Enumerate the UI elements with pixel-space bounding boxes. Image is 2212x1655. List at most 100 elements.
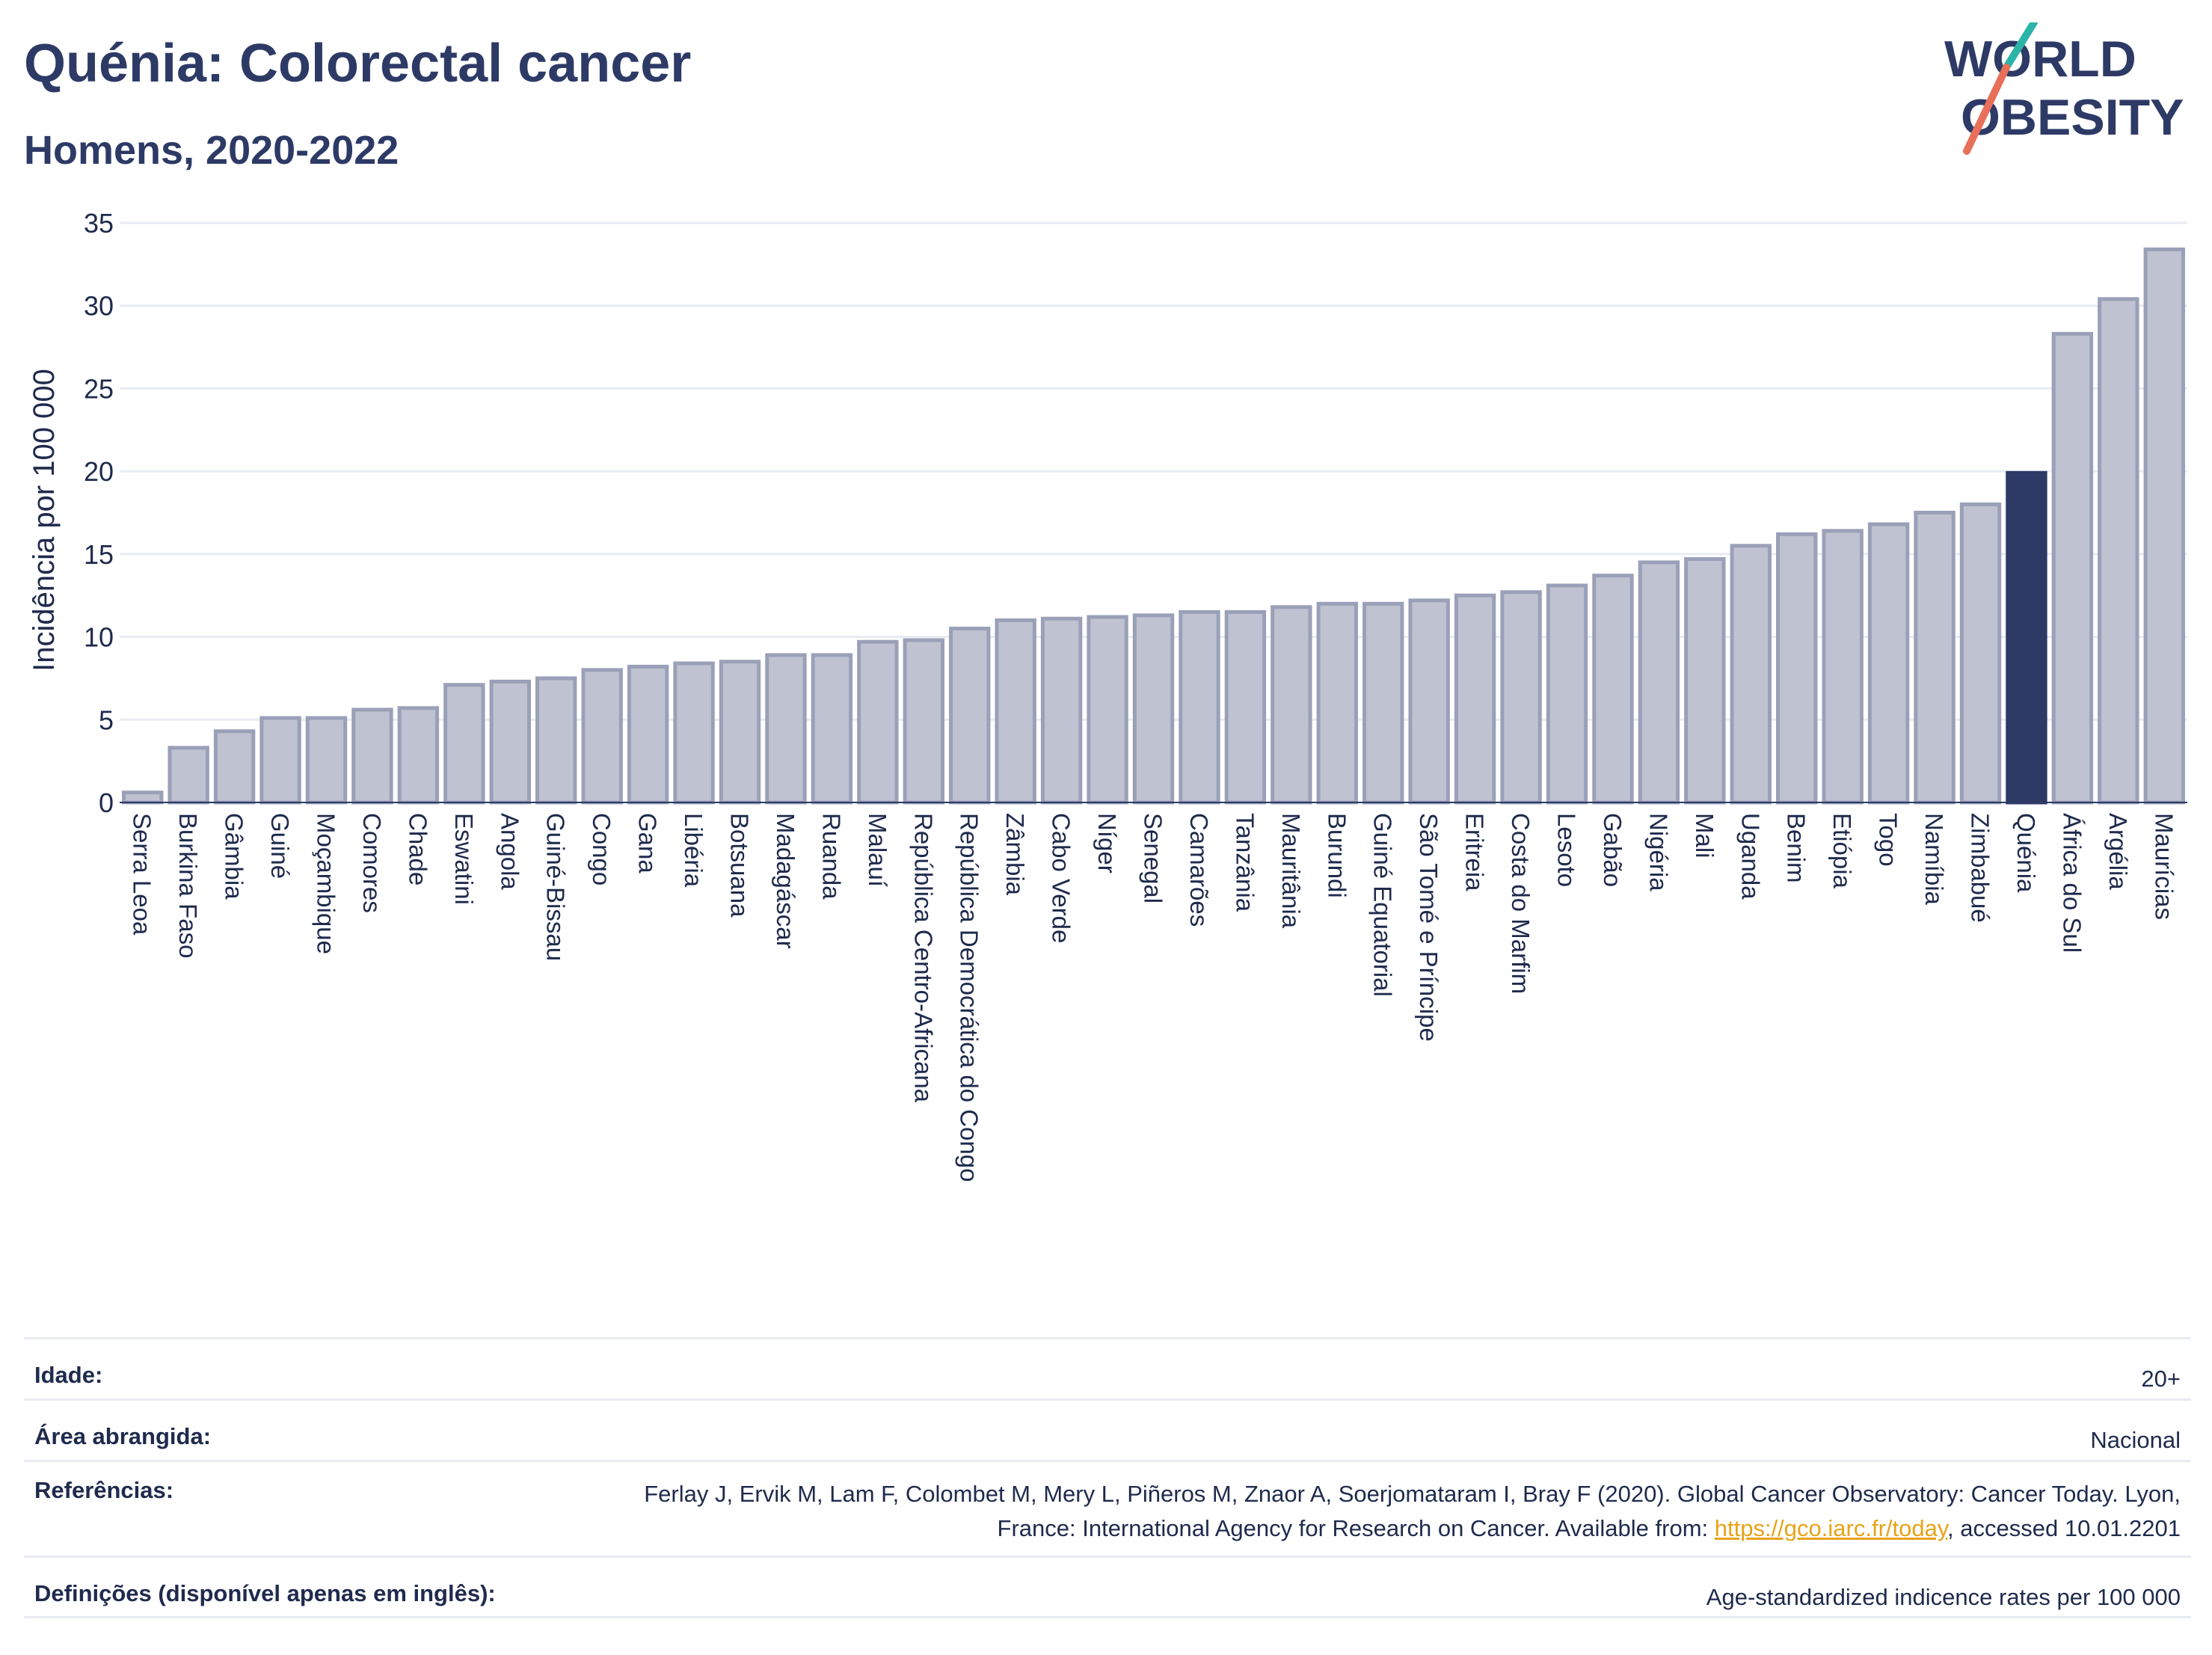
- bar: [2143, 247, 2185, 805]
- bar: [259, 716, 301, 805]
- meta-age-value: 20+: [2141, 1366, 2181, 1392]
- bar: [2006, 470, 2047, 805]
- bar-chart: 0 5 10 15 20 25 30 35 Serra Leoa Burkina Faso Gâm…: [28, 208, 2187, 1182]
- meta-ref-value: Ferlay J, Ervik M, Lam F, Colombet M, Me…: [595, 1477, 2181, 1556]
- y-tick-label: 15: [84, 539, 114, 570]
- bar: [489, 679, 531, 805]
- bar: [2051, 331, 2094, 805]
- bar: [719, 660, 761, 805]
- bar: [122, 790, 164, 805]
- x-tick-label: Gabão: [1599, 813, 1626, 887]
- meta-ref-accessed: , accessed 10.01.2201: [1947, 1515, 2181, 1541]
- bars: [122, 247, 2185, 805]
- x-tick-label: Eswatini: [450, 813, 478, 905]
- x-tick-label: Quénia: [2012, 813, 2040, 893]
- x-tick-label: Gana: [634, 813, 662, 873]
- x-tick-label: Serra Leoa: [129, 813, 156, 936]
- x-tick-label: Nigéria: [1644, 813, 1672, 891]
- x-tick-label: Senegal: [1140, 813, 1167, 903]
- x-tick-label: Benim: [1783, 813, 1810, 883]
- bar: [1179, 610, 1220, 805]
- y-tick-label: 35: [84, 208, 114, 239]
- x-tick-label: Burundi: [1323, 813, 1351, 898]
- y-tick-label: 25: [84, 373, 114, 404]
- x-tick-label: Mali: [1691, 813, 1718, 859]
- bar: [627, 664, 669, 805]
- bar: [1730, 544, 1772, 805]
- bar: [995, 618, 1036, 805]
- x-tick-label: Togo: [1875, 813, 1902, 867]
- bar: [1087, 615, 1128, 805]
- x-tick-label: Mauritânia: [1277, 813, 1305, 929]
- x-tick-label: Guiné-Bissau: [542, 813, 570, 961]
- y-tick-label: 20: [84, 456, 114, 487]
- bar: [1408, 598, 1450, 805]
- meta-def-label: Definições (disponível apenas em inglês)…: [34, 1580, 496, 1606]
- reference-link[interactable]: https://gco.iarc.fr/today: [1714, 1515, 1948, 1541]
- y-tick-label: 0: [99, 787, 114, 818]
- meta-ref-label: Referências:: [34, 1477, 174, 1503]
- x-tick-label: Comores: [358, 813, 386, 913]
- meta-area-value: Nacional: [2090, 1427, 2181, 1453]
- y-tick-label: 10: [84, 622, 114, 653]
- bar: [765, 653, 807, 805]
- x-tick-label: Namíbia: [1920, 813, 1948, 906]
- x-tick-label: Etiópia: [1828, 813, 1856, 889]
- x-tick-label: Zimbabué: [1967, 813, 1994, 923]
- bar: [1132, 613, 1175, 805]
- bar: [811, 653, 853, 805]
- bar: [535, 676, 577, 805]
- x-tick-label: Zâmbia: [1001, 813, 1029, 896]
- bar: [673, 661, 715, 805]
- meta-area-label: Área abrangida:: [34, 1423, 212, 1449]
- metadata-table: Idade: 20+ Área abrangida: Nacional Refe…: [24, 1337, 2191, 1618]
- logo-slash-teal: [2003, 22, 2038, 71]
- bar: [397, 706, 440, 805]
- bar: [305, 716, 348, 805]
- x-axis-labels: Serra Leoa Burkina Faso Gâmbia Guiné Moçambi…: [129, 813, 2178, 1182]
- meta-ref-text: Ferlay J, Ervik M, Lam F, Colombet M, Me…: [644, 1481, 2181, 1541]
- x-tick-label: República Democrática do Congo: [956, 813, 983, 1182]
- x-tick-label: Camarões: [1185, 813, 1213, 927]
- x-tick-label: África do Sul: [2058, 813, 2086, 953]
- bar: [949, 627, 991, 805]
- x-tick-label: Guiné: [266, 813, 294, 879]
- x-tick-label: Argélia: [2104, 813, 2132, 890]
- x-tick-label: Eritreia: [1461, 813, 1489, 891]
- bar: [443, 683, 485, 805]
- bar: [857, 639, 899, 805]
- bar: [1500, 590, 1542, 805]
- chart-title: Quénia: Colorectal cancer: [24, 34, 692, 93]
- x-tick-label: Chade: [404, 813, 431, 885]
- meta-row-references: Referências: Ferlay J, Ervik M, Lam F, C…: [24, 1460, 2191, 1556]
- bar: [1638, 560, 1680, 805]
- y-axis-label: Incidência por 100 000: [28, 369, 61, 672]
- bar: [1776, 532, 1818, 805]
- x-tick-label: Cabo Verde: [1048, 813, 1075, 943]
- bar: [1271, 605, 1312, 805]
- meta-age-label: Idade:: [34, 1362, 103, 1388]
- bar: [2098, 297, 2139, 805]
- x-tick-label: Angola: [496, 813, 523, 890]
- bar: [213, 729, 256, 805]
- bar: [1546, 583, 1588, 805]
- x-tick-label: Burkina Faso: [174, 813, 202, 958]
- y-tick-label: 30: [84, 291, 114, 322]
- bar: [351, 707, 393, 805]
- x-tick-label: Níger: [1093, 813, 1121, 873]
- x-tick-label: Gâmbia: [221, 813, 248, 900]
- x-tick-label: Moçambique: [313, 813, 340, 954]
- x-tick-label: República Centro-Africana: [909, 813, 937, 1103]
- x-tick-label: Guiné Equatorial: [1369, 813, 1397, 997]
- logo-slash-red: [1963, 64, 2010, 155]
- x-tick-label: Madagáscar: [772, 813, 799, 949]
- meta-row-area: Área abrangida: Nacional: [24, 1398, 2191, 1460]
- meta-row-definitions: Definições (disponível apenas em inglês)…: [24, 1556, 2191, 1618]
- x-tick-label: Libéria: [680, 813, 707, 888]
- bar: [1867, 522, 1910, 805]
- x-tick-label: Malauí: [864, 813, 891, 887]
- x-tick-label: Costa do Marfim: [1507, 813, 1534, 994]
- bar: [1362, 601, 1404, 805]
- bar: [168, 746, 209, 805]
- x-tick-label: Tanzânia: [1231, 813, 1259, 912]
